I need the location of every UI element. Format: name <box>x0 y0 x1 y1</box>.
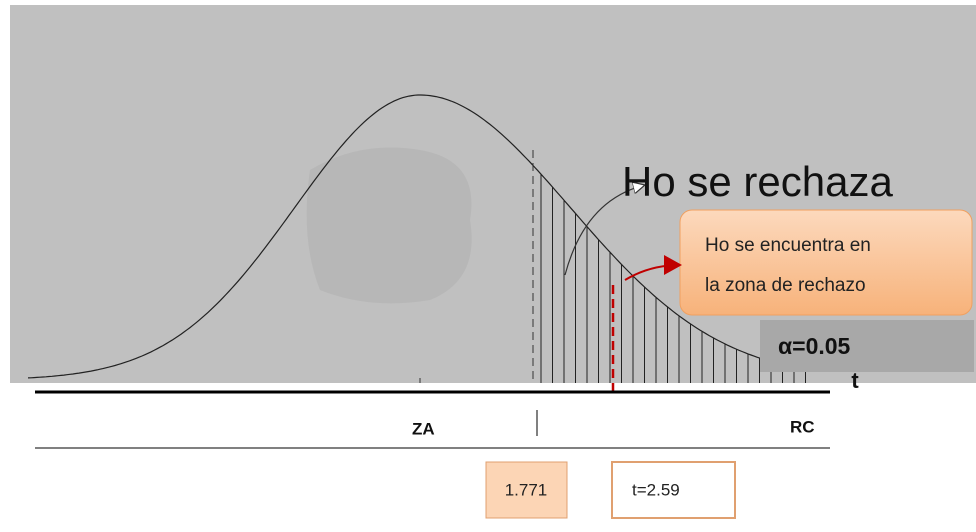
statistic-value: t=2.59 <box>632 480 680 499</box>
alpha-box <box>760 320 974 372</box>
red-arrow <box>624 255 682 281</box>
density-curve <box>27 94 815 379</box>
axis-label: t <box>851 368 859 393</box>
region-label: RC <box>790 417 815 436</box>
callout-line: Ho se encuentra en <box>705 235 871 256</box>
callout-line: la zona de rechazo <box>705 275 866 296</box>
annotation: Ho se rechaza <box>622 158 893 205</box>
statistic-box <box>611 461 736 519</box>
critical-value: 1.771 <box>505 480 548 499</box>
blur-blob <box>306 147 472 304</box>
alpha-label: α=0.05 <box>778 333 851 359</box>
critical-box <box>485 461 568 519</box>
rejection-hatching <box>540 174 806 383</box>
region-label: ZA <box>412 419 435 438</box>
arrow <box>564 185 645 276</box>
callout-box <box>679 209 973 316</box>
